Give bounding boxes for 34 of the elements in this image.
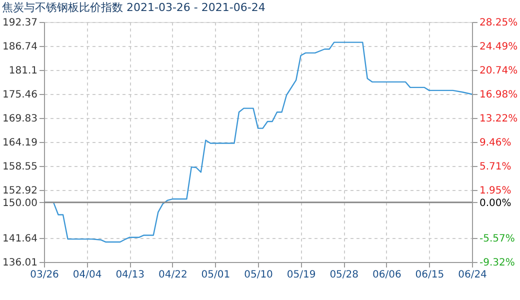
x-tick-label: 03/26 xyxy=(30,270,59,280)
y2-tick-label: 20.74% xyxy=(480,65,518,76)
y-tick-label: 175.46 xyxy=(2,90,38,101)
y-tick-label: 150.00 xyxy=(2,198,38,209)
chart-title: 焦炭与不锈钢板比价指数 2021-03-26 - 2021-06-24 xyxy=(2,1,266,14)
y-tick-label: 181.1 xyxy=(8,65,38,76)
x-tick-label: 04/04 xyxy=(72,270,102,280)
y2-tick-label: 28.25% xyxy=(480,18,518,28)
y2-tick-label: 24.49% xyxy=(480,42,518,53)
y2-tick-label: 9.46% xyxy=(480,138,512,149)
y-tick-label: 192.37 xyxy=(2,18,38,28)
y-tick-label: 169.83 xyxy=(2,113,38,124)
x-tick-label: 04/13 xyxy=(116,270,145,280)
y-tick-label: 136.01 xyxy=(2,258,38,268)
y2-tick-label: -9.32% xyxy=(480,258,515,268)
y2-tick-label: 5.71% xyxy=(480,161,512,172)
x-tick-label: 05/28 xyxy=(330,270,359,280)
y2-tick-label: 0.00% xyxy=(480,198,512,209)
x-tick-label: 05/10 xyxy=(244,270,273,280)
x-tick-label: 04/22 xyxy=(158,270,188,280)
y-tick-label: 152.92 xyxy=(2,185,38,196)
y-tick-label: 158.55 xyxy=(2,162,38,173)
y-tick-label: 186.74 xyxy=(2,41,38,52)
x-tick-label: 06/24 xyxy=(458,270,487,280)
x-tick-label: 05/19 xyxy=(286,270,316,280)
x-tick-label: 06/15 xyxy=(415,270,444,280)
x-tick-label: 06/06 xyxy=(372,270,402,280)
y-tick-label: 164.19 xyxy=(2,138,38,148)
x-tick-label: 05/01 xyxy=(201,270,230,280)
y-tick-label: 141.64 xyxy=(2,234,38,245)
y2-tick-label: -5.57% xyxy=(480,234,515,245)
y2-tick-label: 13.22% xyxy=(480,114,518,125)
y2-tick-label: 1.95% xyxy=(480,186,512,197)
y2-tick-label: 16.98% xyxy=(480,89,518,100)
